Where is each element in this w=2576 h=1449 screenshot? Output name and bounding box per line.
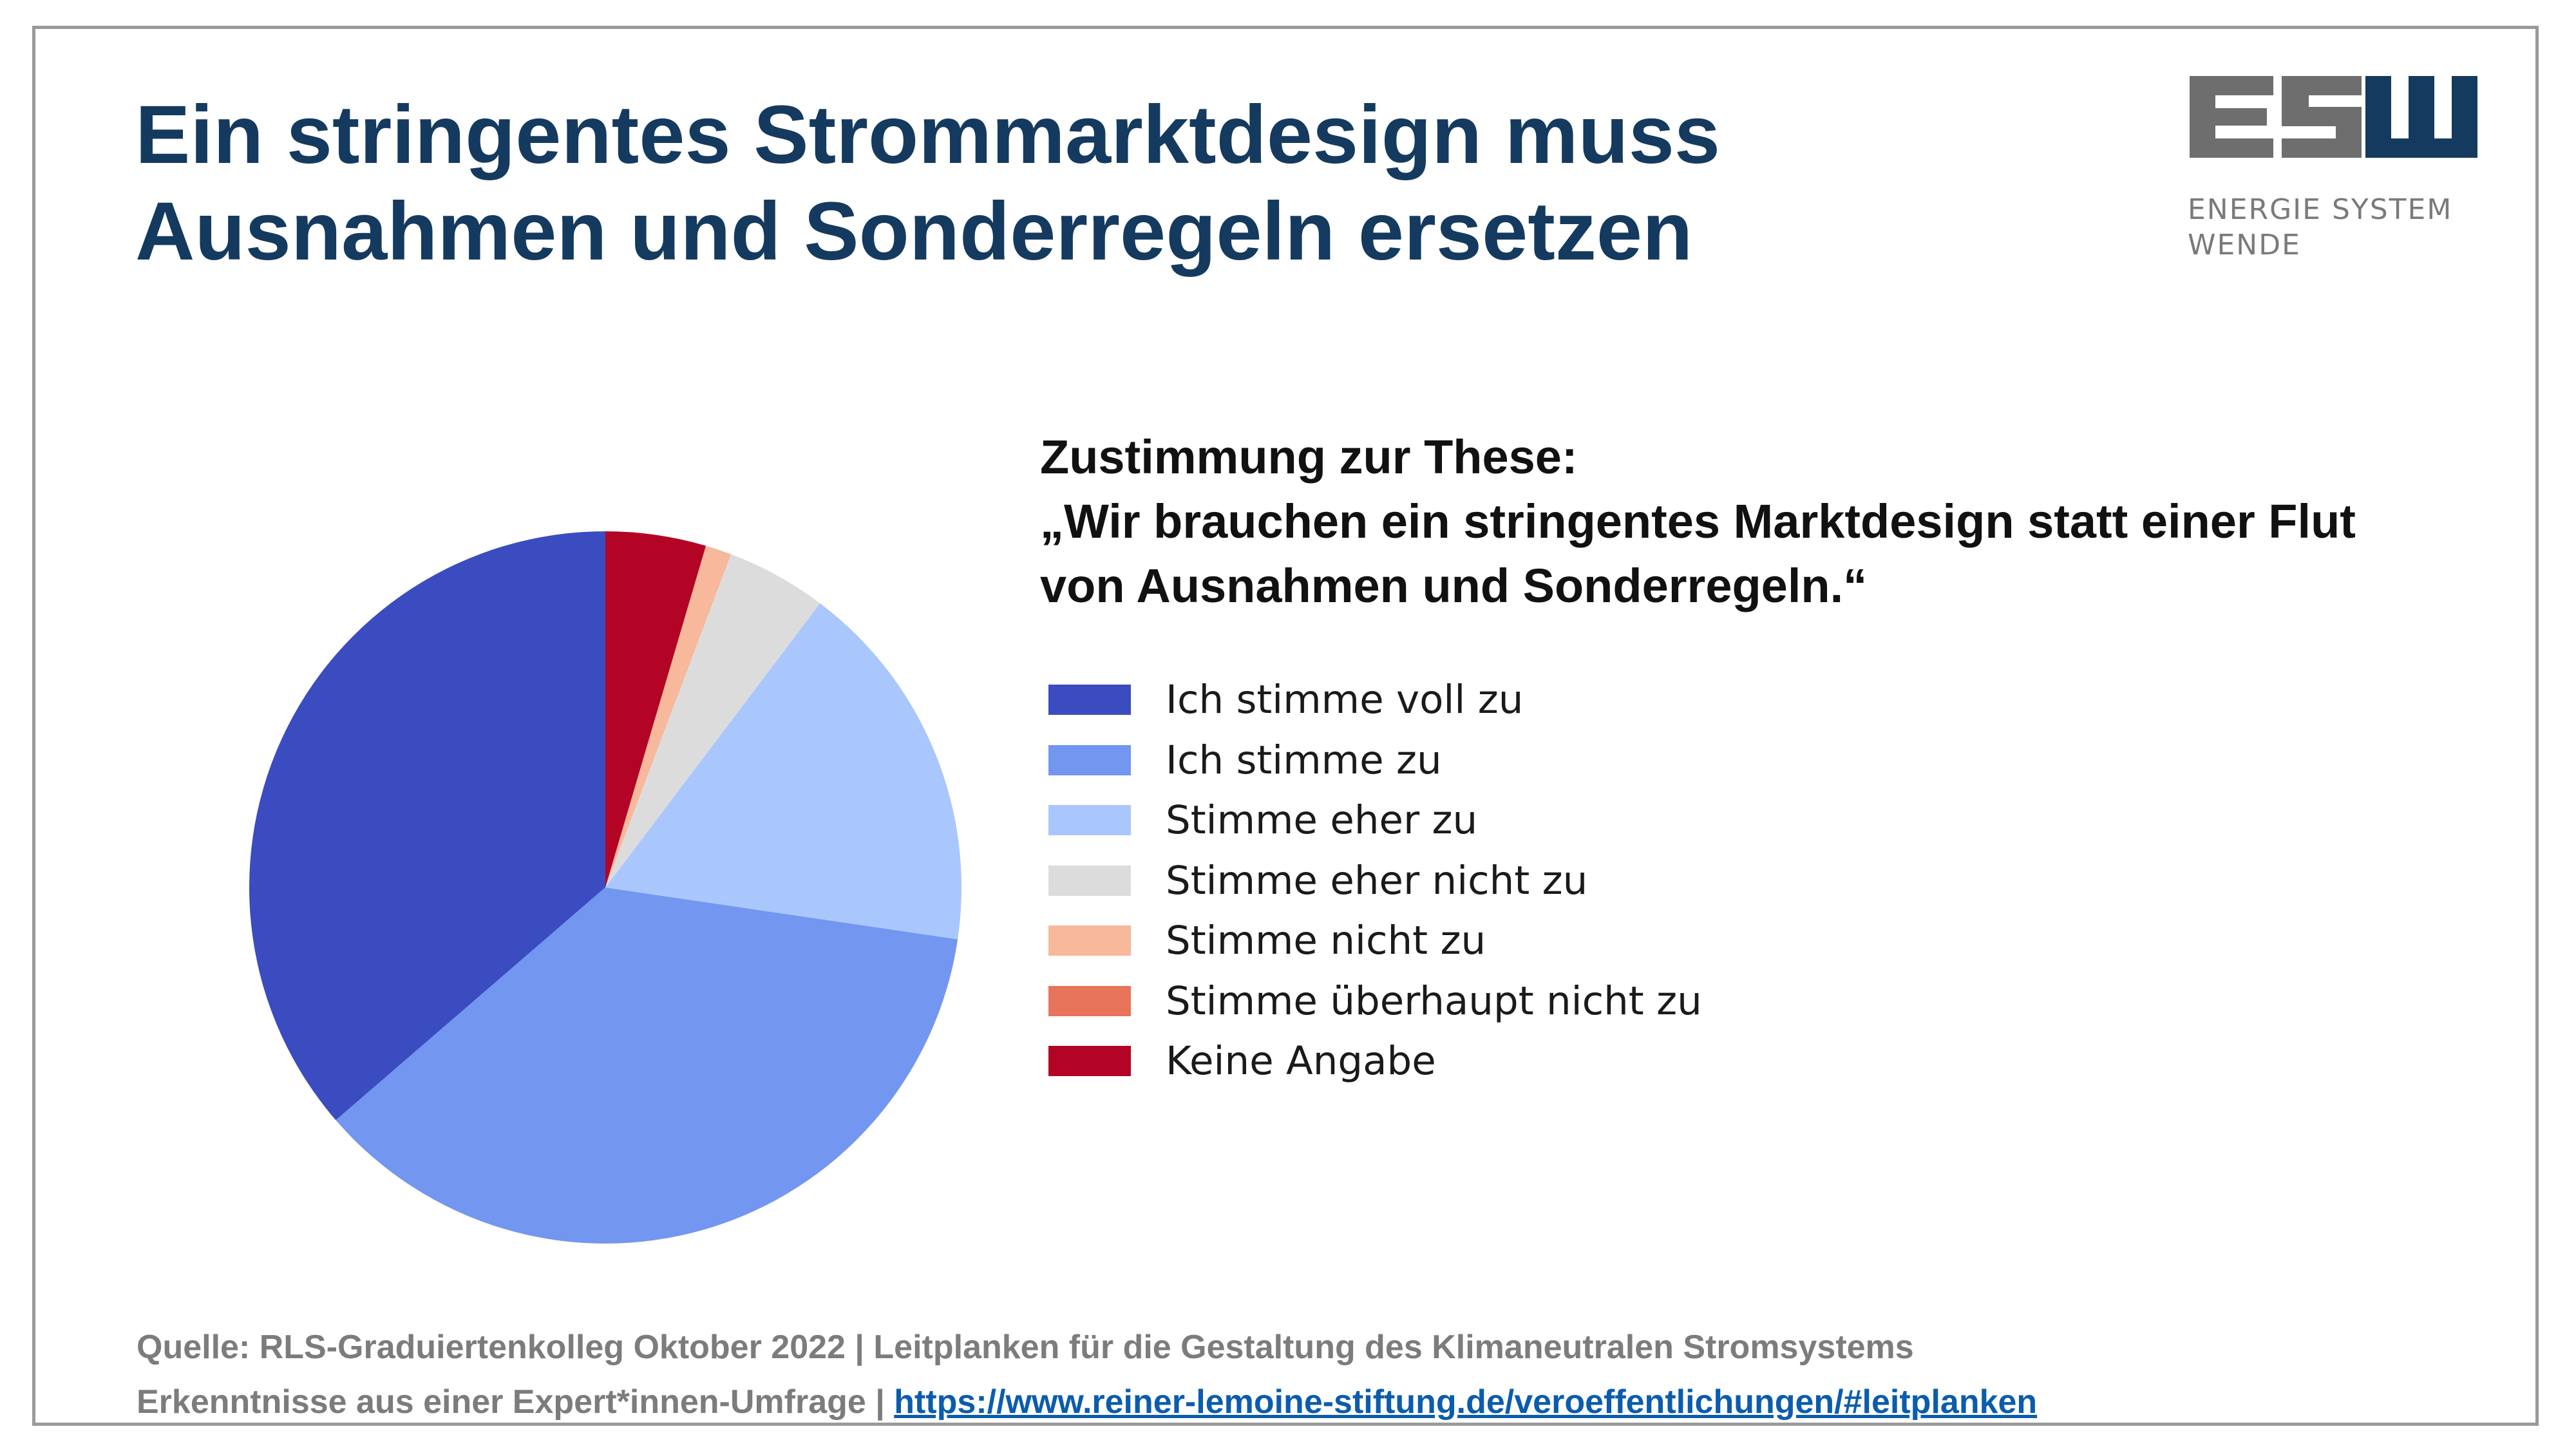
legend-label: Stimme nicht zu (1166, 918, 1486, 964)
legend-swatch (1048, 805, 1131, 836)
slide-title: Ein stringentes Strommarktdesign muss Au… (135, 87, 2003, 280)
legend-label: Stimme überhaupt nicht zu (1166, 978, 1702, 1024)
legend-item-1: Ich stimme zu (1048, 730, 1702, 791)
legend-swatch (1048, 865, 1131, 896)
pie-slice-1 (336, 887, 958, 1244)
legend-item-0: Ich stimme voll zu (1048, 670, 1702, 730)
legend-swatch (1048, 925, 1131, 956)
logo-subtitle-line-1: ENERGIE SYSTEM (2188, 193, 2453, 226)
slide-frame (32, 26, 2539, 1426)
pie-slice-0 (249, 531, 605, 1121)
pie-slice-3 (605, 554, 820, 887)
legend-item-6: Keine Angabe (1048, 1031, 1702, 1092)
title-line-1: Ein stringentes Strommarktdesign muss (135, 89, 1721, 181)
logo-letter-w (2365, 76, 2477, 158)
pie-chart (249, 531, 961, 1244)
legend-label: Keine Angabe (1166, 1038, 1436, 1084)
pie-slice-4 (605, 545, 732, 887)
question-line-3: von Ausnahmen und Sonderregeln.“ (1040, 559, 1868, 612)
logo-letter-e (2190, 76, 2273, 158)
footer-line-2-prefix: Erkenntnisse aus einer Expert*innen-Umfr… (137, 1383, 895, 1421)
legend-swatch (1048, 685, 1131, 715)
legend-item-5: Stimme überhaupt nicht zu (1048, 971, 1702, 1032)
legend-item-2: Stimme eher zu (1048, 790, 1702, 851)
source-footer: Quelle: RLS-Graduiertenkolleg Oktober 20… (137, 1320, 2037, 1430)
footer-line-2: Erkenntnisse aus einer Expert*innen-Umfr… (137, 1375, 2037, 1430)
pie-slice-6 (605, 531, 706, 887)
legend-swatch (1048, 744, 1131, 775)
pie-slice-2 (605, 603, 961, 940)
legend-label: Stimme eher zu (1166, 797, 1478, 844)
legend-item-3: Stimme eher nicht zu (1048, 851, 1702, 911)
footer-line-1: Quelle: RLS-Graduiertenkolleg Oktober 20… (137, 1329, 1914, 1366)
legend-label: Stimme eher nicht zu (1166, 857, 1588, 904)
question-line-1: Zustimmung zur These: (1040, 430, 1578, 484)
source-link[interactable]: https://www.reiner-lemoine-stiftung.de/v… (894, 1383, 2038, 1421)
chart-legend: Ich stimme voll zu Ich stimme zu Stimme eh… (1048, 670, 1702, 1092)
legend-label: Ich stimme voll zu (1166, 677, 1524, 723)
chart-question: Zustimmung zur These: „Wir brauchen ein … (1040, 425, 2457, 618)
esw-logo (2190, 76, 2477, 158)
logo-letter-s (2282, 76, 2362, 158)
legend-swatch (1048, 1046, 1131, 1077)
title-line-2: Ausnahmen und Sonderregeln ersetzen (135, 185, 1693, 278)
legend-swatch (1048, 985, 1131, 1016)
legend-item-4: Stimme nicht zu (1048, 911, 1702, 971)
legend-label: Ich stimme zu (1166, 737, 1442, 783)
question-line-2: „Wir brauchen ein stringentes Marktdesig… (1040, 495, 2356, 548)
logo-subtitle-line-2: WENDE (2188, 229, 2301, 261)
